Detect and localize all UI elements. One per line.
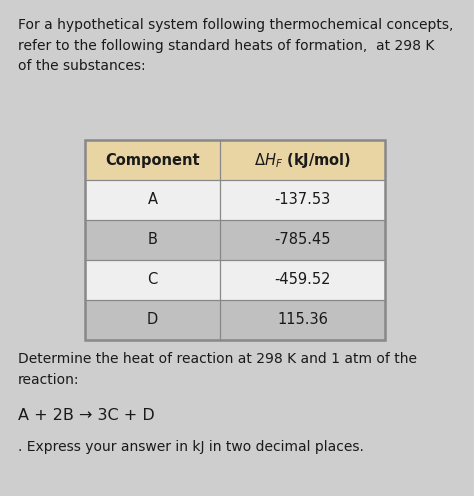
- Text: Determine the heat of reaction at 298 K and 1 atm of the
reaction:: Determine the heat of reaction at 298 K …: [18, 352, 417, 386]
- Text: B: B: [147, 233, 157, 248]
- Text: A + 2B → 3C + D: A + 2B → 3C + D: [18, 408, 155, 423]
- Text: -459.52: -459.52: [274, 272, 331, 288]
- Text: D: D: [147, 312, 158, 327]
- Text: . Express your answer in kJ in two decimal places.: . Express your answer in kJ in two decim…: [18, 440, 364, 454]
- Text: Component: Component: [105, 152, 200, 168]
- Bar: [85, 140, 385, 180]
- Text: -137.53: -137.53: [274, 192, 331, 207]
- Text: 115.36: 115.36: [277, 312, 328, 327]
- Bar: [85, 300, 385, 340]
- Text: -785.45: -785.45: [274, 233, 331, 248]
- Bar: [85, 140, 385, 340]
- Text: For a hypothetical system following thermochemical concepts,
refer to the follow: For a hypothetical system following ther…: [18, 18, 453, 73]
- Bar: [85, 260, 385, 300]
- Bar: [85, 180, 385, 220]
- Text: A: A: [147, 192, 157, 207]
- Text: C: C: [147, 272, 158, 288]
- Bar: [85, 220, 385, 260]
- Text: $\Delta H_F$ (kJ/mol): $\Delta H_F$ (kJ/mol): [254, 150, 351, 170]
